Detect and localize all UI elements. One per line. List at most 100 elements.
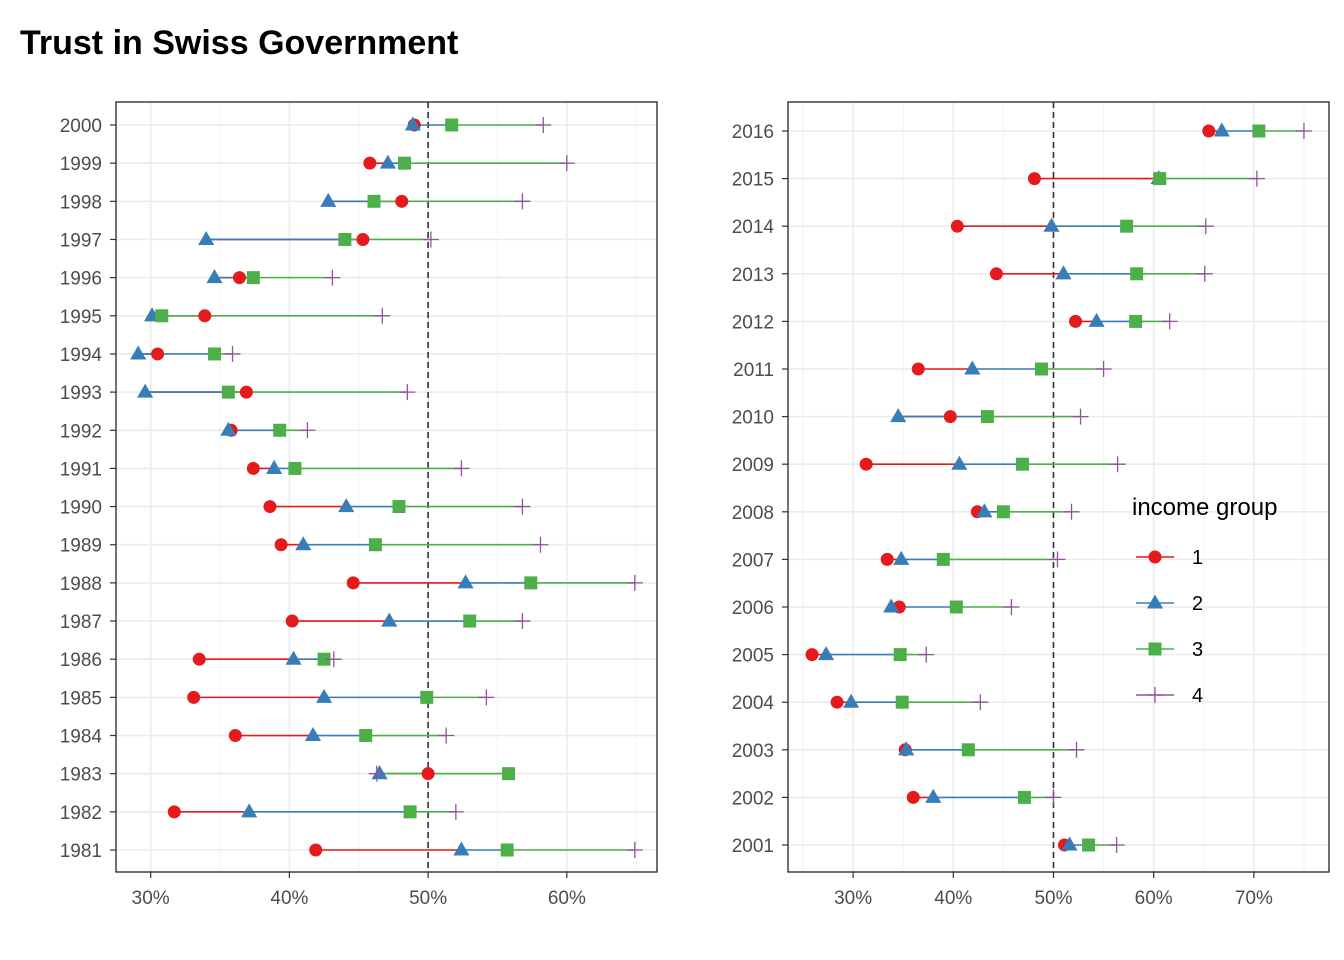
point-group-4 xyxy=(514,613,531,630)
point-group-1 xyxy=(167,805,181,819)
y-tick-label: 2001 xyxy=(732,836,774,857)
row-1981 xyxy=(309,841,643,858)
point-group-2 xyxy=(1061,836,1078,851)
point-group-2 xyxy=(883,598,900,613)
point-group-1 xyxy=(911,362,925,376)
point-group-3 xyxy=(1017,790,1031,804)
y-tick-label: 2003 xyxy=(732,741,774,762)
point-group-2 xyxy=(206,269,223,284)
legend: income group 1 2 3 4 xyxy=(1132,494,1277,707)
y-tick-label: 2002 xyxy=(732,788,774,809)
point-group-2 xyxy=(320,192,337,207)
point-group-1 xyxy=(192,652,206,666)
point-group-3 xyxy=(273,423,287,437)
point-group-1 xyxy=(187,690,201,704)
row-1998 xyxy=(320,192,531,210)
point-group-4 xyxy=(535,117,552,133)
point-group-3 xyxy=(246,271,260,285)
y-tick-label: 2014 xyxy=(732,217,775,238)
point-group-1 xyxy=(950,219,964,233)
row-2016 xyxy=(1202,122,1312,139)
legend-key-circle xyxy=(1148,550,1162,564)
point-group-3 xyxy=(392,500,406,514)
point-group-1 xyxy=(880,552,894,566)
y-tick-label: 1985 xyxy=(60,688,102,709)
point-group-2 xyxy=(338,498,355,513)
point-group-4 xyxy=(1063,503,1080,520)
legend-item-2: 2 xyxy=(1136,593,1203,615)
point-group-4 xyxy=(374,307,391,324)
y-tick-label: 1982 xyxy=(60,803,102,824)
point-group-3 xyxy=(398,156,412,170)
row-2001 xyxy=(1058,836,1125,853)
y-tick-label: 1992 xyxy=(60,421,102,442)
row-1997 xyxy=(198,230,439,248)
point-group-4 xyxy=(1108,837,1125,853)
point-group-1 xyxy=(943,410,957,424)
y-tick-label: 1991 xyxy=(60,459,102,480)
y-tick-label: 1987 xyxy=(60,612,102,633)
point-group-3 xyxy=(368,538,382,552)
x-tick-label: 70% xyxy=(1235,888,1273,909)
point-group-4 xyxy=(1072,408,1089,425)
point-group-3 xyxy=(1082,838,1096,852)
point-group-2 xyxy=(316,688,333,703)
y-tick-label: 2006 xyxy=(732,598,774,619)
point-group-4 xyxy=(1161,313,1178,330)
point-group-2 xyxy=(404,116,421,131)
point-group-4 xyxy=(299,422,316,439)
point-group-1 xyxy=(285,614,299,628)
row-1990 xyxy=(263,498,531,515)
row-1992 xyxy=(220,421,316,439)
x-tick-label: 30% xyxy=(834,888,872,909)
point-group-1 xyxy=(805,648,819,662)
point-group-4 xyxy=(453,460,470,477)
point-group-2 xyxy=(198,230,215,245)
x-tick-label: 50% xyxy=(1034,888,1072,909)
row-2003 xyxy=(898,741,1085,758)
point-group-1 xyxy=(346,576,360,590)
point-group-3 xyxy=(500,843,514,857)
legend-item-1: 1 xyxy=(1136,547,1203,569)
y-tick-label: 2013 xyxy=(732,265,774,286)
point-group-1 xyxy=(151,347,165,361)
row-1984 xyxy=(228,727,455,744)
y-tick-label: 1993 xyxy=(60,383,102,404)
point-group-4 xyxy=(1197,218,1214,235)
legend-label: 2 xyxy=(1192,593,1203,615)
y-tick-label: 2000 xyxy=(60,116,102,137)
point-group-2 xyxy=(371,765,388,780)
point-group-2 xyxy=(304,727,322,742)
point-group-2 xyxy=(817,646,835,661)
row-1982 xyxy=(167,803,464,820)
point-group-3 xyxy=(936,552,950,566)
legend-key-plus xyxy=(1147,687,1163,703)
y-tick-label: 1996 xyxy=(60,269,102,290)
row-1993 xyxy=(137,383,416,401)
y-tick-label: 2012 xyxy=(732,312,774,333)
row-2011 xyxy=(911,360,1112,377)
x-tick-label: 60% xyxy=(1135,888,1173,909)
legend-label: 3 xyxy=(1192,639,1203,661)
point-group-1 xyxy=(1027,172,1041,186)
point-group-2 xyxy=(457,574,474,589)
point-group-2 xyxy=(976,503,993,518)
y-tick-label: 2015 xyxy=(732,170,774,191)
point-group-1 xyxy=(395,194,409,208)
y-tick-label: 1989 xyxy=(60,536,102,557)
point-group-3 xyxy=(893,648,907,662)
row-1987 xyxy=(285,612,531,630)
point-group-2 xyxy=(964,360,981,375)
point-group-4 xyxy=(324,269,341,286)
point-group-3 xyxy=(338,232,352,246)
y-tick-label: 1983 xyxy=(60,765,102,786)
point-group-1 xyxy=(309,843,323,857)
y-tick-label: 1988 xyxy=(60,574,102,595)
row-2002 xyxy=(906,788,1062,806)
point-group-2 xyxy=(925,788,942,803)
row-1999 xyxy=(363,154,575,172)
point-group-2 xyxy=(1055,265,1072,280)
point-group-3 xyxy=(359,729,373,743)
y-tick-label: 2009 xyxy=(732,455,774,476)
point-group-3 xyxy=(445,118,459,132)
